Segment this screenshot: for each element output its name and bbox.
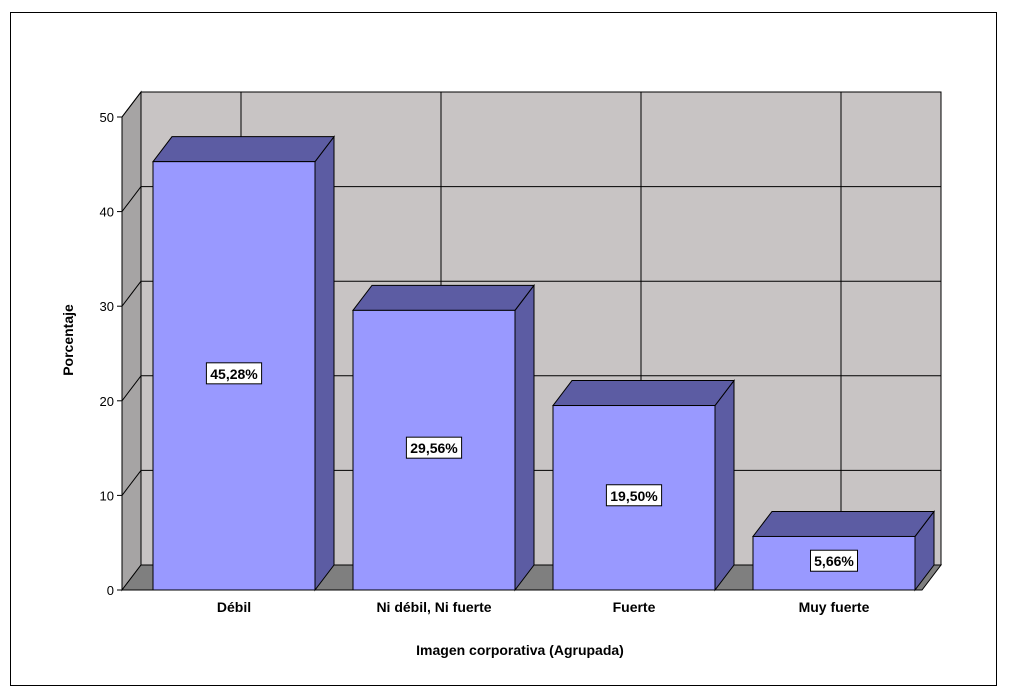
x-tick-label: Débil (217, 599, 251, 615)
y-tick-label: 20 (100, 394, 114, 409)
data-label-box (205, 362, 263, 385)
grid-line-side (121, 470, 142, 496)
y-tick-label: 0 (107, 583, 114, 598)
grid-line-side (121, 91, 142, 118)
x-tick-label: Fuerte (613, 599, 656, 615)
data-label-box (810, 549, 858, 572)
y-tick-label: 10 (100, 488, 114, 503)
bar-side (314, 135, 335, 592)
bars: 45,28% 29,56% 19,50% 5,66% (151, 135, 936, 592)
data-label-box (405, 436, 463, 459)
y-tick-label: 40 (100, 205, 114, 220)
y-tick-label: 30 (100, 299, 114, 314)
y-axis-label: Porcentaje (60, 304, 76, 376)
bar-top (751, 510, 936, 537)
bar: 45,28% (151, 135, 336, 592)
data-label-box (605, 484, 663, 507)
bar: 19,50% (551, 379, 736, 592)
data-label: 29,56% (410, 440, 458, 456)
bar-side (714, 379, 735, 592)
grid-line-side (121, 280, 142, 307)
bar-top (151, 136, 336, 163)
data-label: 45,28% (210, 366, 258, 382)
bar: 29,56% (351, 283, 536, 592)
data-label: 5,66% (814, 553, 854, 569)
data-label: 19,50% (610, 488, 658, 504)
bar-side (514, 283, 535, 592)
x-axis-label: Imagen corporativa (Agrupada) (416, 642, 624, 658)
grid-line-side (121, 186, 142, 212)
x-tick-label: Muy fuerte (799, 599, 870, 615)
bar-top (551, 380, 736, 407)
y-axis-ticks: 0 10 20 30 40 50 (100, 110, 122, 598)
x-tick-label: Ni débil, Ni fuerte (376, 599, 491, 615)
x-axis-categories: Débil Ni débil, Ni fuerte Fuerte Muy fuerte (217, 599, 870, 615)
side-wall (121, 90, 142, 592)
bar-top (351, 284, 536, 311)
bar: 5,66% (751, 509, 936, 592)
y-tick-label: 50 (100, 110, 114, 125)
grid-line-side (121, 375, 142, 402)
